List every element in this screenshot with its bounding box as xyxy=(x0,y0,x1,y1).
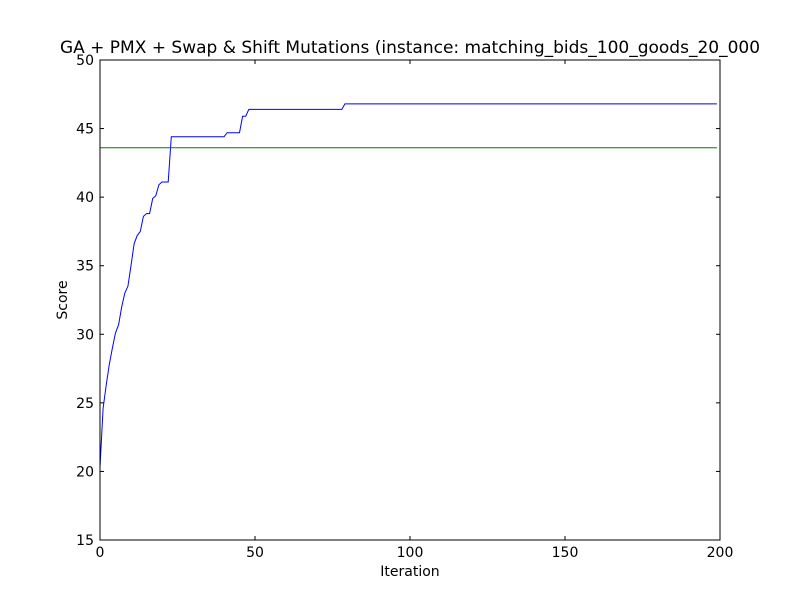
y-tick-label: 20 xyxy=(76,464,94,480)
x-tick-label: 0 xyxy=(96,545,105,561)
y-tick-label: 15 xyxy=(76,533,94,549)
series-line-1 xyxy=(99,103,717,468)
y-axis-label: Score xyxy=(55,280,71,319)
x-tick-label: 200 xyxy=(707,545,734,561)
y-tick-label: 50 xyxy=(76,53,94,69)
plot-frame xyxy=(99,59,721,541)
chart-title: GA + PMX + Swap & Shift Mutations (insta… xyxy=(60,38,760,58)
x-tick-label: 50 xyxy=(246,545,264,561)
x-tick-label: 150 xyxy=(552,545,579,561)
y-tick-label: 35 xyxy=(76,259,94,275)
series-layer xyxy=(99,103,717,468)
y-tick-label: 40 xyxy=(76,190,94,206)
y-tick-label: 30 xyxy=(76,327,94,343)
x-axis-label: Iteration xyxy=(380,564,439,580)
ticks-layer: 0 50 100 150 200 15 20 25 30 35 40 45 50 xyxy=(76,53,733,561)
x-tick-label: 100 xyxy=(397,545,424,561)
y-tick-label: 25 xyxy=(76,396,94,412)
plot-area xyxy=(100,60,720,540)
y-tick-label: 45 xyxy=(76,122,94,138)
